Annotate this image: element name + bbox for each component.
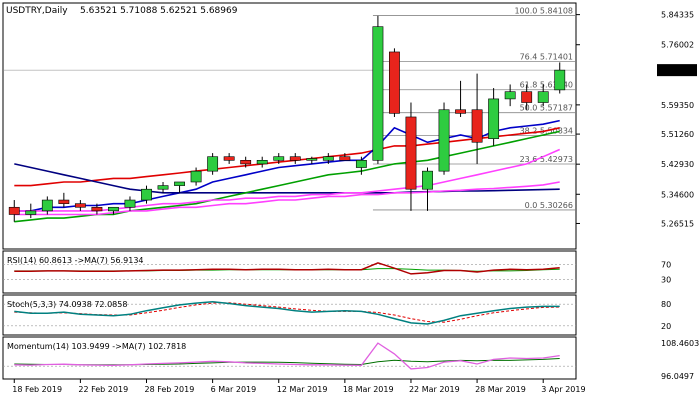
candle-body-17 bbox=[289, 156, 301, 161]
symbol-label: USDTRY,Daily bbox=[6, 6, 68, 16]
candle-body-22 bbox=[372, 26, 384, 161]
candle-body-14 bbox=[240, 160, 252, 165]
stochastic-indicator: 80 20 bbox=[3, 300, 671, 331]
fib-label-6: 0.0 5.30266 bbox=[525, 201, 573, 210]
fib-label-5: 23.6 5.42973 bbox=[520, 155, 573, 164]
y-tick-label-2: 5.59350 bbox=[661, 101, 694, 110]
candle-body-28 bbox=[471, 109, 483, 143]
y-tick-label-1: 5.76002 bbox=[661, 41, 694, 50]
candle-body-27 bbox=[455, 109, 466, 114]
candle-body-1 bbox=[25, 210, 37, 215]
candle-body-9 bbox=[157, 185, 169, 190]
rsi-line-1 bbox=[14, 262, 560, 275]
candle-body-25 bbox=[422, 170, 433, 190]
ma-line-3 bbox=[14, 130, 560, 223]
fib-label-2: 61.8 5.63540 bbox=[520, 81, 573, 90]
rsi-tick-label-1: 30 bbox=[661, 276, 671, 285]
x-tick-label-7: 28 Mar 2019 bbox=[475, 385, 526, 394]
candle-body-8 bbox=[141, 188, 152, 201]
momentum-panel-frame bbox=[2, 336, 577, 380]
rsi-tick-label-0: 70 bbox=[661, 260, 671, 269]
candle-body-16 bbox=[273, 156, 285, 161]
fib-label-0: 100.0 5.84108 bbox=[514, 6, 573, 15]
candle-body-23 bbox=[389, 51, 400, 114]
candle-body-33 bbox=[554, 69, 566, 91]
candle-body-26 bbox=[438, 109, 450, 172]
x-tick-label-5: 18 Mar 2019 bbox=[343, 385, 394, 394]
candle-body-29 bbox=[488, 98, 500, 139]
ma-line-2 bbox=[14, 163, 560, 194]
rsi-title: RSI(14) 60.8613 ->MA(7) 56.9134 bbox=[7, 256, 144, 265]
candle-body-18 bbox=[306, 158, 318, 161]
ohlc-label: 5.63521 5.71088 5.62521 5.68969 bbox=[80, 6, 238, 16]
ma-line-1 bbox=[14, 119, 560, 212]
momentum-title: Momentum(14) 103.9499 ->MA(7) 102.7818 bbox=[7, 342, 186, 351]
price-axis: 5.84335 5.76002 5.59350 5.51260 5.42930 5.346… bbox=[576, 11, 694, 228]
candle-body-10 bbox=[174, 181, 185, 186]
candle-body-7 bbox=[124, 199, 136, 208]
x-tick-label-8: 3 Apr 2019 bbox=[541, 385, 585, 394]
moving-averages bbox=[14, 119, 561, 223]
fib-label-3: 50.0 5.57187 bbox=[520, 104, 573, 113]
ma-line-4 bbox=[14, 148, 561, 212]
y-tick-label-0: 5.84335 bbox=[661, 11, 694, 20]
stoch-line-1 bbox=[14, 300, 560, 325]
y-tick-label-6: 5.26515 bbox=[661, 219, 694, 228]
candle-body-31 bbox=[521, 91, 533, 103]
candle-body-19 bbox=[322, 156, 334, 161]
candle-body-30 bbox=[504, 91, 516, 100]
candle-body-11 bbox=[190, 170, 202, 183]
rsi-indicator: 70 30 bbox=[3, 260, 671, 285]
stoch-tick-label-0: 80 bbox=[661, 300, 671, 309]
stoch-title: Stoch(5,3,3) 74.0938 72.0858 bbox=[7, 300, 127, 309]
candle-body-5 bbox=[91, 206, 103, 212]
candlesticks bbox=[8, 15, 566, 222]
y-tick-label-5: 5.34600 bbox=[661, 190, 694, 199]
ma-line-0 bbox=[14, 127, 560, 187]
candle-body-6 bbox=[108, 206, 119, 212]
mom-tick-label-0: 108.4603 bbox=[661, 339, 699, 348]
x-tick-label-0: 18 Feb 2019 bbox=[12, 385, 62, 394]
mom-tick-label-1: 96.0497 bbox=[661, 372, 694, 381]
stoch-tick-label-1: 20 bbox=[661, 322, 671, 331]
y-tick-label-3: 5.51260 bbox=[661, 130, 694, 139]
x-tick-label-2: 28 Feb 2019 bbox=[145, 385, 195, 394]
candle-body-2 bbox=[41, 199, 53, 212]
candle-body-0 bbox=[8, 206, 20, 215]
mom-line-1 bbox=[14, 342, 560, 370]
candle-body-20 bbox=[339, 156, 351, 161]
momentum-indicator: 108.4603 96.0497 bbox=[3, 339, 699, 381]
last-price-label: 5.68969 bbox=[660, 66, 693, 75]
y-tick-label-4: 5.42930 bbox=[661, 160, 694, 169]
x-tick-label-1: 22 Feb 2019 bbox=[78, 385, 128, 394]
candle-body-32 bbox=[537, 91, 549, 103]
x-tick-label-3: 6 Mar 2019 bbox=[211, 385, 257, 394]
candle-body-3 bbox=[58, 199, 70, 204]
last-price-tag bbox=[657, 64, 697, 77]
candle-body-24 bbox=[405, 116, 417, 190]
ma-line-5 bbox=[14, 181, 560, 216]
x-tick-label-4: 12 Mar 2019 bbox=[277, 385, 328, 394]
candle-body-13 bbox=[223, 156, 235, 161]
candle-body-12 bbox=[207, 156, 219, 172]
candle-body-15 bbox=[256, 160, 268, 165]
fib-label-1: 76.4 5.71401 bbox=[520, 52, 573, 61]
x-tick-label-6: 22 Mar 2019 bbox=[409, 385, 460, 394]
candle-body-4 bbox=[74, 203, 86, 208]
time-axis: 18 Feb 2019 22 Feb 2019 28 Feb 2019 6 Mar 2… bbox=[12, 379, 586, 394]
candle-body-21 bbox=[355, 160, 367, 168]
